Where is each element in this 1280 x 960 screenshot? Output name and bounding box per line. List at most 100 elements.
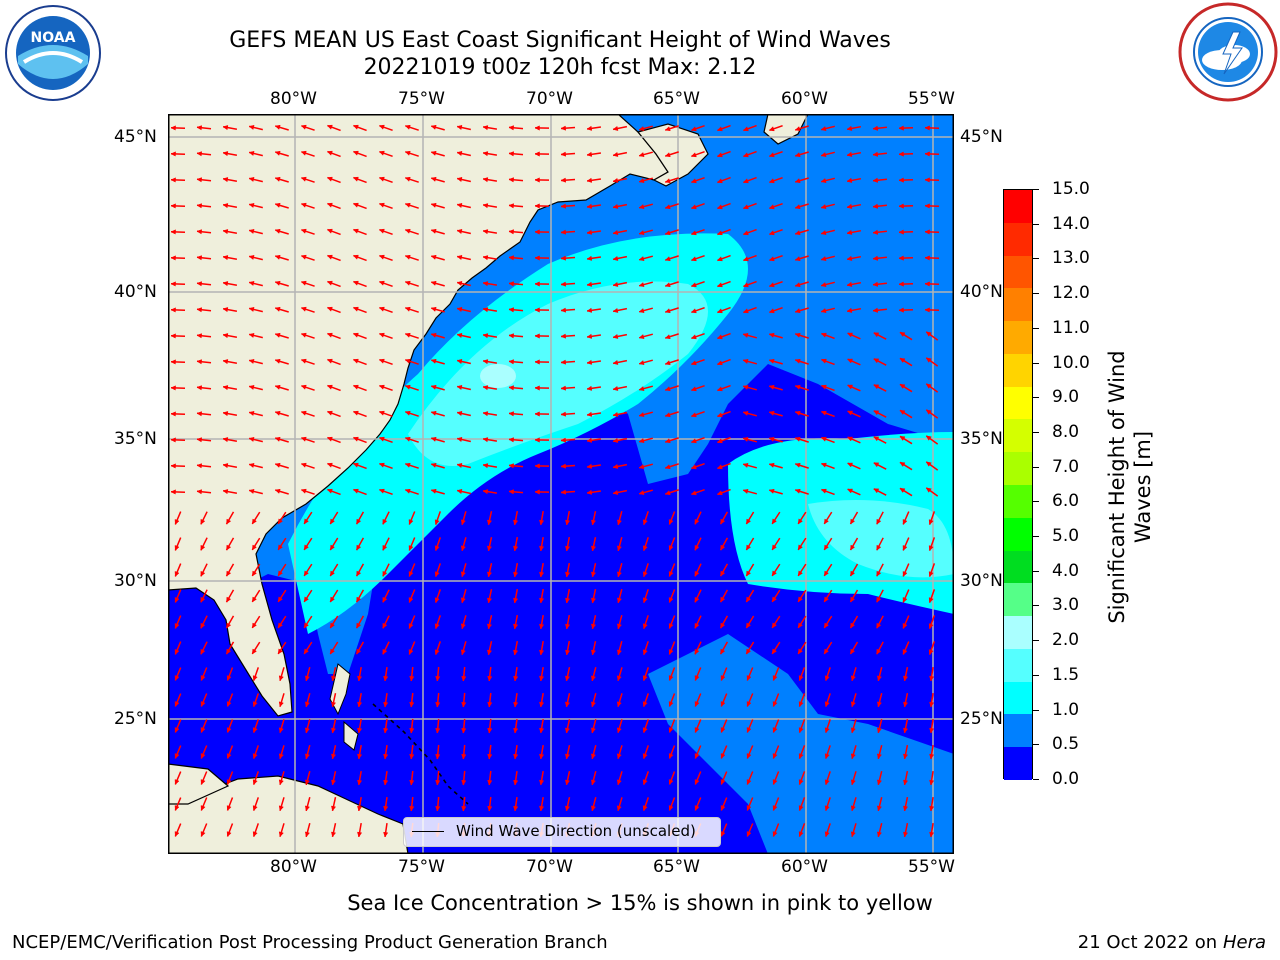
wind-arrow-head xyxy=(508,333,514,339)
wind-arrow-head xyxy=(404,280,411,286)
wind-arrow-head xyxy=(768,152,775,158)
wind-arrow-head xyxy=(720,570,726,577)
wind-arrow-head xyxy=(170,203,176,209)
wind-arrow-head xyxy=(694,753,700,760)
colorbar-tick-label: 1.5 xyxy=(1052,664,1080,685)
wind-arrow-head xyxy=(303,570,309,577)
wind-arrow-head xyxy=(430,436,437,442)
wind-arrow-head xyxy=(794,126,801,132)
wind-arrow-head xyxy=(638,152,645,158)
map-frame xyxy=(168,114,954,854)
wind-arrow-head xyxy=(486,519,493,526)
wind-arrow-head xyxy=(170,255,176,261)
wind-arrow-head xyxy=(352,124,359,130)
wind-arrow-head xyxy=(690,490,697,496)
wind-arrow-head xyxy=(768,488,775,494)
wind-arrow-head xyxy=(352,280,359,286)
colorbar-segment xyxy=(1004,222,1032,257)
wind-arrow-head xyxy=(690,256,697,262)
wind-arrow-head xyxy=(513,519,519,526)
wind-arrow-head xyxy=(222,385,229,391)
wind-arrow-head xyxy=(277,596,283,603)
wind-arrow-head xyxy=(794,308,801,314)
colorbar-segment xyxy=(1004,550,1032,584)
wind-arrow-head xyxy=(278,753,284,760)
wind-arrow-head xyxy=(820,384,827,390)
lat-label: 25°N xyxy=(960,709,1003,729)
wind-arrow-head xyxy=(482,463,489,469)
wind-arrow-head xyxy=(716,360,723,366)
wind-arrow-head xyxy=(823,570,829,577)
wind-arrow-head xyxy=(638,230,645,236)
wind-arrow-head xyxy=(486,597,493,604)
wind-arrow-head xyxy=(612,151,619,157)
wind-arrow-head xyxy=(326,384,333,390)
wind-arrow-head xyxy=(274,254,281,260)
wind-arrow-head xyxy=(898,125,904,131)
wind-arrow-head xyxy=(586,463,593,469)
wind-arrow-head xyxy=(668,779,674,786)
wind-arrow-head xyxy=(746,648,752,655)
wind-arrow-head xyxy=(248,202,255,208)
wind-arrow-head xyxy=(248,384,255,390)
wind-arrow-head xyxy=(513,675,519,682)
wind-arrow-head xyxy=(664,334,671,340)
wind-arrow-head xyxy=(404,332,411,338)
colorbar-segment xyxy=(1004,255,1032,289)
footer-date: 21 Oct 2022 on Hera xyxy=(1078,932,1266,953)
wind-arrow-head xyxy=(823,544,829,551)
wind-arrow-head xyxy=(876,805,882,812)
wind-arrow-head xyxy=(326,228,333,234)
colorbar-segment xyxy=(1004,353,1032,388)
wind-arrow-head xyxy=(902,597,908,603)
wind-arrow-head xyxy=(248,332,255,338)
wind-arrow-head xyxy=(668,623,674,630)
wind-arrow-head xyxy=(664,464,671,470)
wind-arrow-head xyxy=(382,596,388,603)
wind-arrow-head xyxy=(430,332,437,338)
wind-arrow-head xyxy=(746,518,752,525)
wind-arrow-head xyxy=(929,831,935,838)
lon-label: 55°W xyxy=(908,857,955,877)
wind-arrow-head xyxy=(539,727,545,734)
wind-arrow-head xyxy=(226,831,232,838)
wind-arrow-head xyxy=(378,306,385,312)
lat-label: 30°N xyxy=(114,571,157,591)
wind-arrow-head xyxy=(902,623,908,629)
wind-arrow-head xyxy=(638,178,645,184)
wind-arrow-head xyxy=(768,230,775,236)
wind-arrow-head xyxy=(331,727,337,734)
wind-arrow-head xyxy=(277,648,283,655)
wind-arrow-head xyxy=(694,622,700,629)
wind-arrow-head xyxy=(876,518,882,525)
wind-arrow-head xyxy=(196,333,202,339)
wind-arrow-head xyxy=(899,461,906,467)
colorbar-tick-mark xyxy=(1033,605,1039,607)
wind-arrow-head xyxy=(820,410,827,416)
wind-arrow-head xyxy=(383,779,389,786)
lon-label: 80°W xyxy=(270,89,317,109)
wind-arrow-head xyxy=(716,152,723,158)
wind-arrow-head xyxy=(564,727,571,734)
wind-arrow-head xyxy=(408,545,414,552)
wind-arrow-head xyxy=(487,727,493,734)
wind-arrow-head xyxy=(794,462,801,468)
wind-arrow-head xyxy=(850,753,856,760)
wave-band-2p0 xyxy=(480,364,516,388)
wind-arrow-head xyxy=(586,177,593,183)
wind-arrow-head xyxy=(487,753,493,760)
wind-arrow-head xyxy=(460,649,466,656)
wind-arrow-head xyxy=(539,519,545,526)
wind-arrow-head xyxy=(768,178,775,184)
wind-arrow-head xyxy=(903,805,909,812)
wind-arrow-head xyxy=(742,256,749,262)
wind-arrow-head xyxy=(820,282,827,288)
wind-arrow-head xyxy=(590,779,596,786)
wind-arrow-head xyxy=(487,805,493,812)
wind-arrow-head xyxy=(772,779,778,786)
wind-arrow-head xyxy=(772,753,778,760)
wind-arrow-head xyxy=(616,519,622,526)
wind-arrow-head xyxy=(357,675,363,682)
wind-arrow-head xyxy=(456,202,463,209)
wind-arrow-head xyxy=(824,701,830,708)
